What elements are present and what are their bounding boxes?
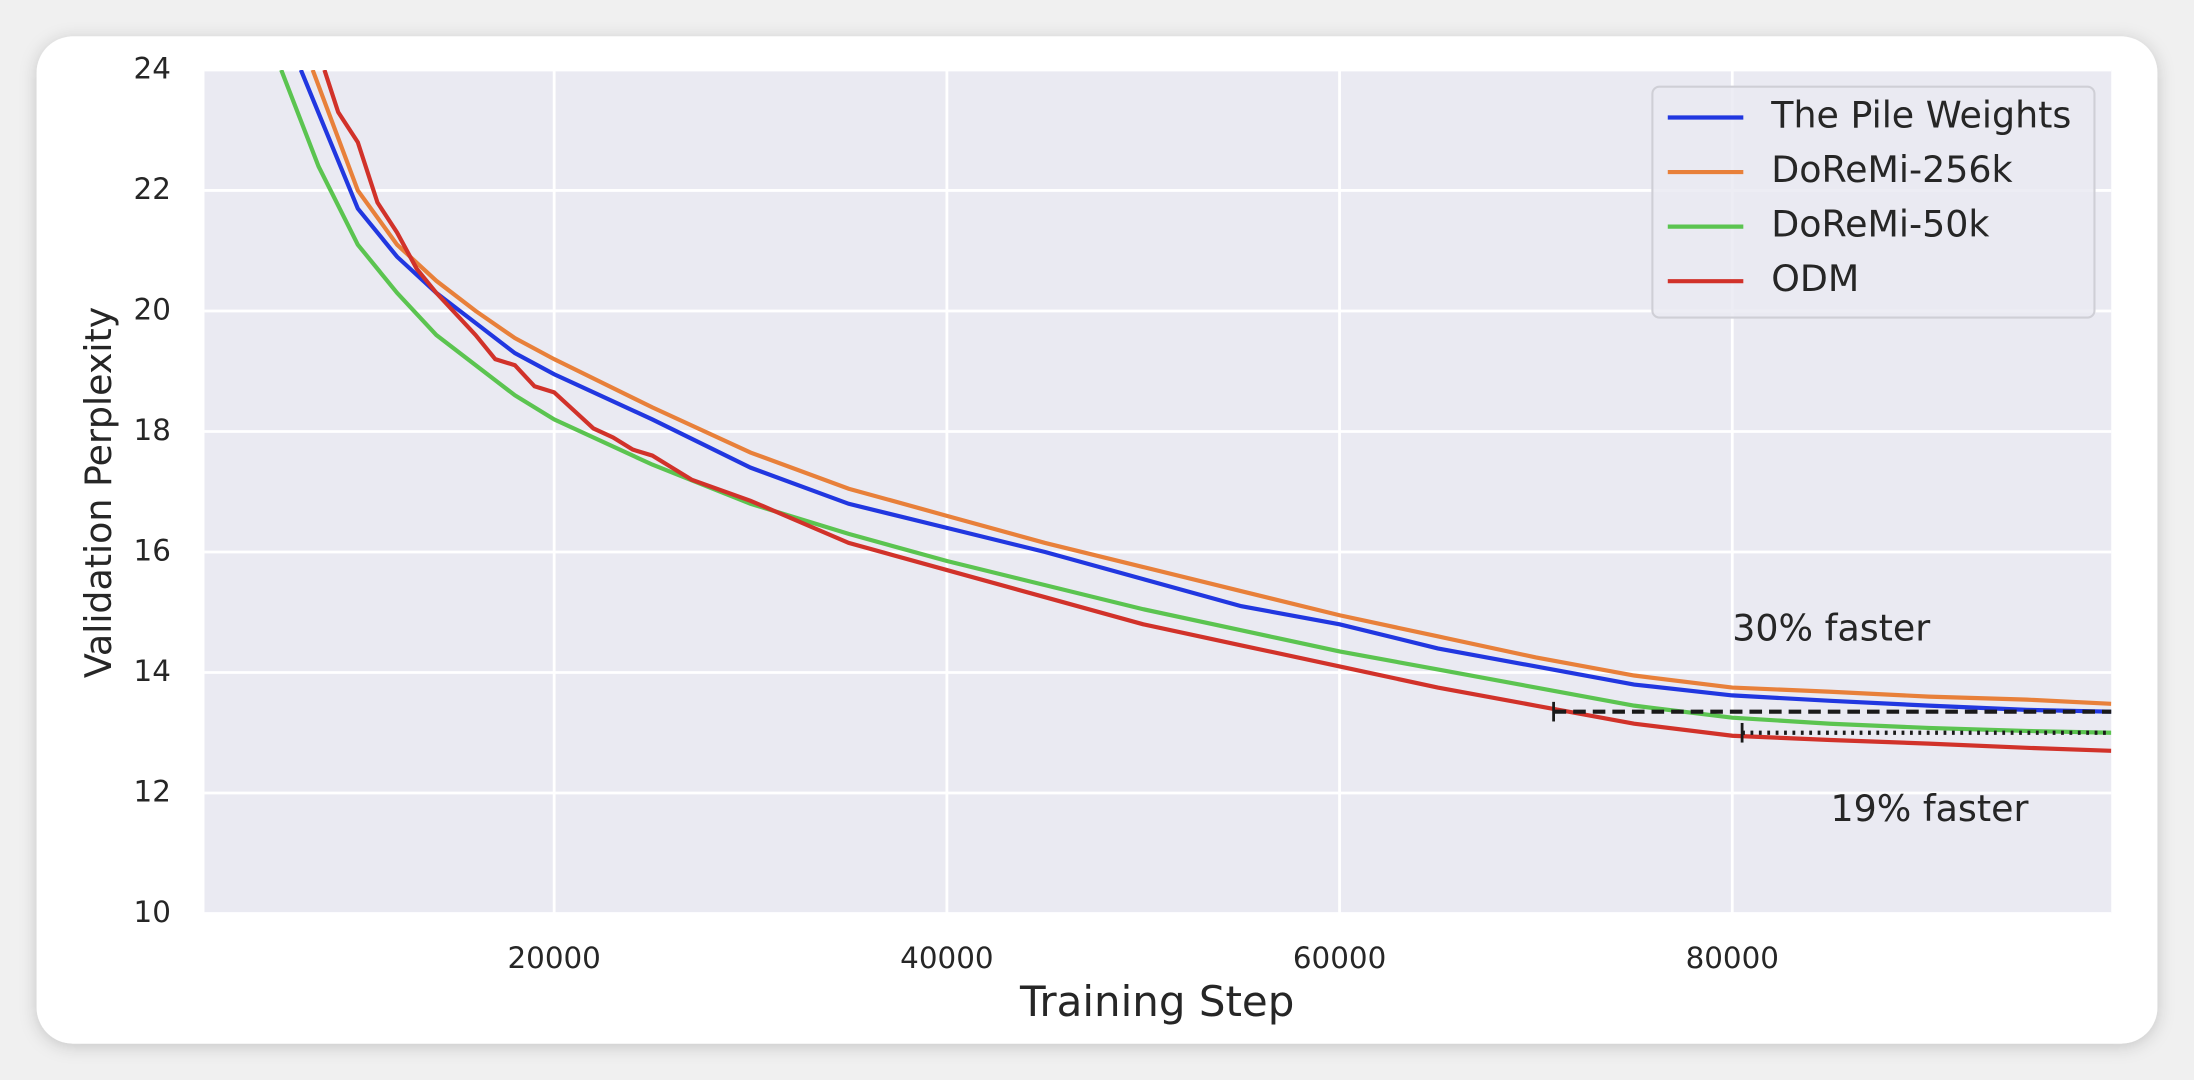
y-tick-label: 20 (134, 292, 171, 326)
y-tick-label: 16 (134, 533, 171, 567)
series-line (279, 69, 2112, 735)
legend: The Pile Weights DoReMi-256k DoReMi-50k ODM (1651, 85, 2096, 319)
y-axis-label: Validation Perplexity (77, 307, 120, 678)
legend-label: The Pile Weights (1770, 94, 2071, 137)
series-line (298, 69, 2112, 714)
annotation: 19% faster (1830, 787, 2028, 830)
x-tick-label: 80000 (1686, 941, 1779, 975)
x-axis-label: Training Step (1019, 977, 1294, 1026)
series-line (322, 69, 2112, 753)
legend-label: DoReMi-256k (1771, 148, 2012, 191)
y-tick-label: 10 (134, 895, 171, 929)
legend-box (1651, 85, 2096, 319)
y-tick-label: 12 (134, 775, 171, 809)
x-tick-label: 20000 (507, 941, 600, 975)
y-tick-label: 14 (134, 654, 171, 688)
annotation: 30% faster (1732, 606, 1930, 649)
x-tick-label: 60000 (1293, 941, 1386, 975)
y-tick-label: 24 (134, 51, 171, 85)
y-tick-label: 18 (134, 413, 171, 447)
legend-label: ODM (1771, 257, 1859, 300)
y-tick-label: 22 (134, 172, 171, 206)
legend-label: DoReMi-50k (1771, 203, 1989, 246)
series-line (310, 69, 2112, 706)
x-tick-label: 40000 (900, 941, 993, 975)
